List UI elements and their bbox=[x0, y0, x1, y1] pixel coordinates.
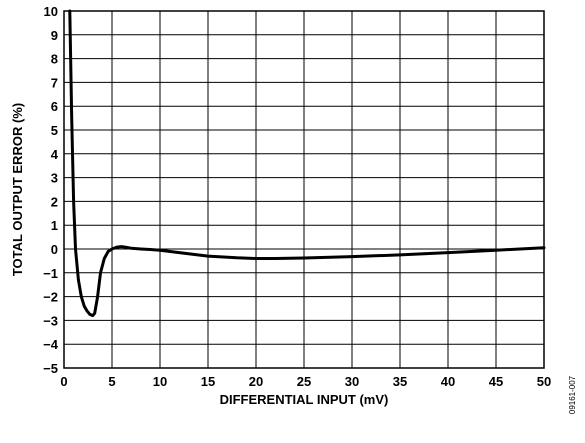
y-tick-label: 3 bbox=[51, 171, 58, 186]
x-tick-label: 10 bbox=[153, 374, 167, 389]
x-tick-label: 5 bbox=[108, 374, 115, 389]
y-tick-label: 6 bbox=[51, 99, 58, 114]
x-axis-title: DIFFERENTIAL INPUT (mV) bbox=[220, 392, 389, 407]
grid bbox=[63, 10, 545, 369]
x-tick-label: 35 bbox=[393, 374, 407, 389]
y-tick-label: −4 bbox=[43, 337, 59, 352]
y-tick-label: 8 bbox=[51, 52, 58, 67]
plot-frame bbox=[63, 10, 545, 369]
series-line bbox=[68, 9, 546, 318]
x-tick-labels: 0 5 10 15 20 25 30 35 40 45 50 bbox=[60, 374, 551, 389]
y-tick-label: 9 bbox=[51, 28, 58, 43]
x-tick-label: 50 bbox=[537, 374, 551, 389]
y-tick-label: 5 bbox=[51, 123, 58, 138]
y-tick-label: −1 bbox=[43, 266, 58, 281]
x-tick-label: 15 bbox=[201, 374, 215, 389]
x-tick-label: 40 bbox=[441, 374, 455, 389]
figure-id: 09161-007 bbox=[568, 375, 577, 414]
y-tick-label: 7 bbox=[51, 75, 58, 90]
y-tick-label: −3 bbox=[43, 313, 58, 328]
x-tick-label: 45 bbox=[489, 374, 503, 389]
x-tick-label: 20 bbox=[249, 374, 263, 389]
x-tick-label: 30 bbox=[345, 374, 359, 389]
y-tick-label: 2 bbox=[51, 194, 58, 209]
y-tick-label: −2 bbox=[43, 290, 58, 305]
y-tick-label: −5 bbox=[43, 361, 58, 376]
x-tick-label: 0 bbox=[60, 374, 67, 389]
y-tick-label: 4 bbox=[51, 147, 59, 162]
y-tick-label: 0 bbox=[51, 242, 58, 257]
y-axis-title: TOTAL OUTPUT ERROR (%) bbox=[10, 103, 25, 276]
y-tick-label: 1 bbox=[51, 218, 58, 233]
y-tick-label: 10 bbox=[44, 4, 58, 19]
x-tick-label: 25 bbox=[297, 374, 311, 389]
